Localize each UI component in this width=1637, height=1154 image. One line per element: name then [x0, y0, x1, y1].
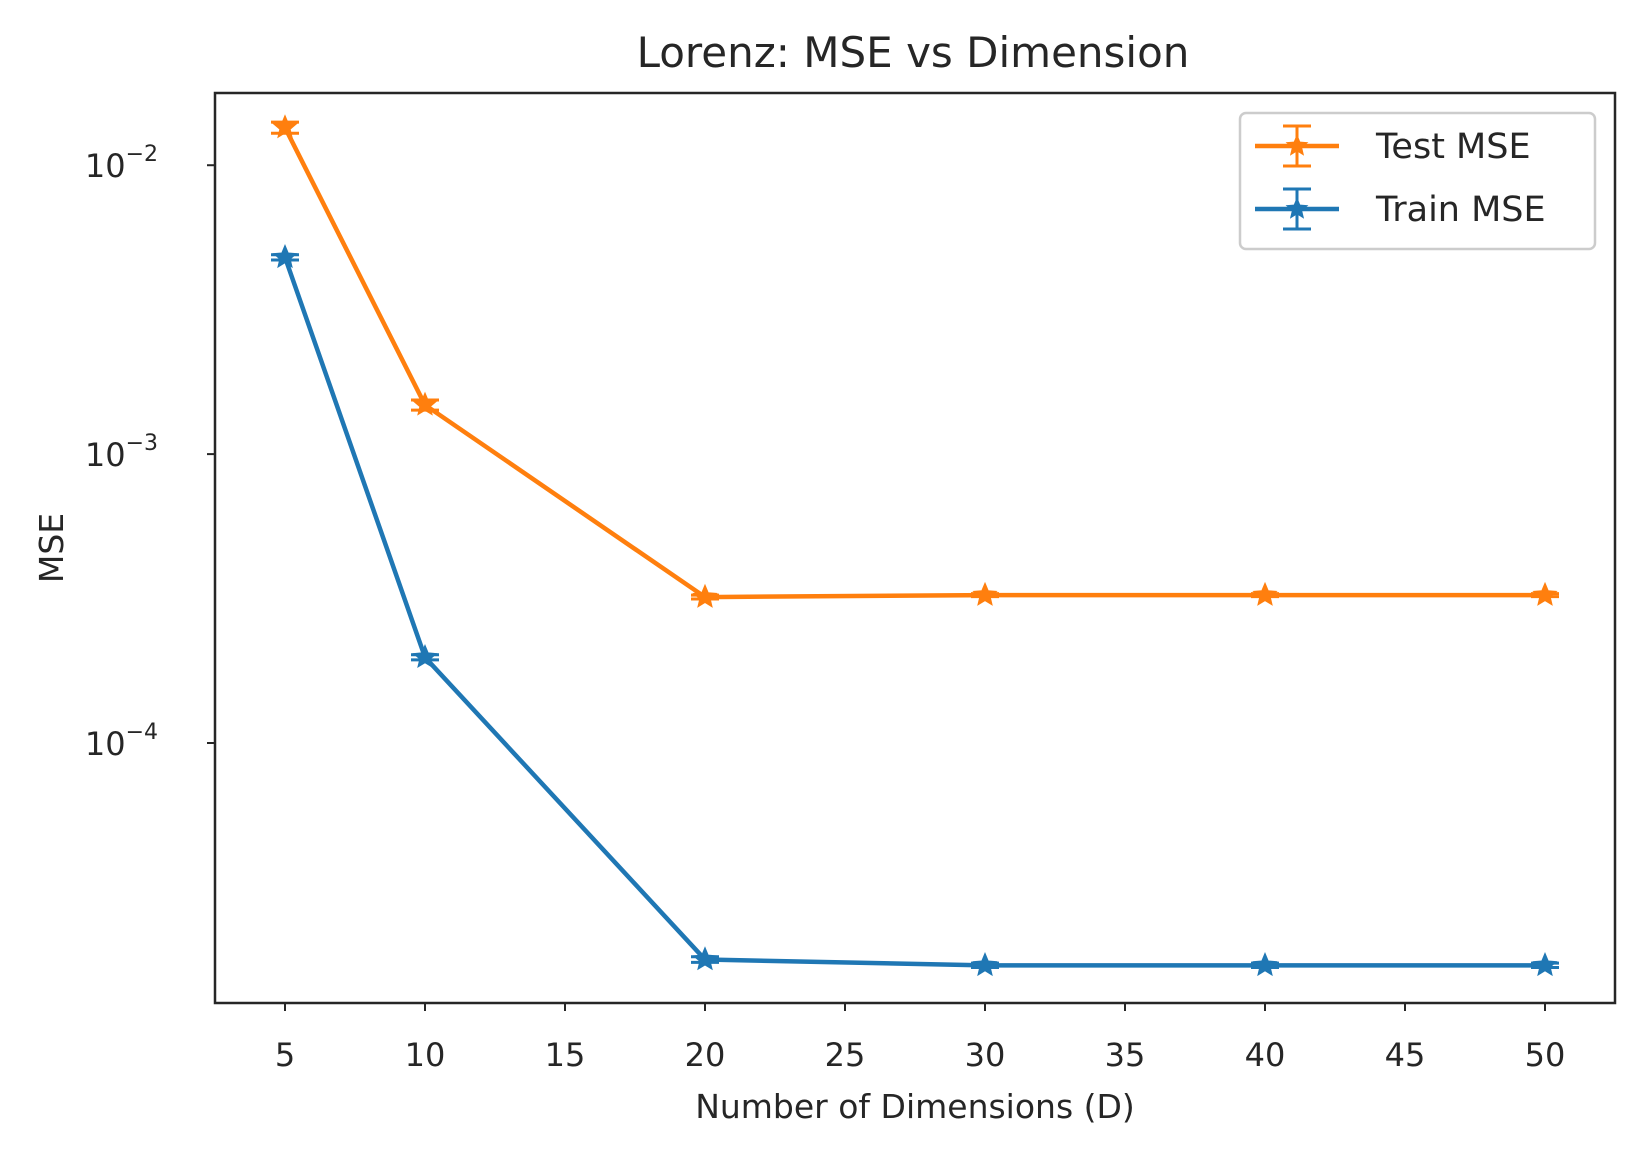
- series-line: [282, 256, 1545, 968]
- data-point: [412, 391, 438, 416]
- y-tick-label: 10−2: [85, 142, 158, 185]
- series-test-mse: [271, 114, 1559, 608]
- x-tick-label: 25: [825, 1036, 866, 1074]
- legend-marker: [1285, 134, 1309, 156]
- data-point: [1532, 952, 1558, 977]
- x-tick-label: 30: [965, 1036, 1006, 1074]
- chart-title: Lorenz: MSE vs Dimension: [637, 28, 1190, 77]
- series-line: [282, 126, 1545, 600]
- data-point: [692, 946, 718, 971]
- x-tick-label: 20: [685, 1036, 726, 1074]
- data-point: [1252, 581, 1278, 606]
- x-tick-label: 5: [275, 1036, 295, 1074]
- y-axis-ticks: 10−2 10−3 10−4: [85, 142, 215, 763]
- y-tick-label: 10−4: [85, 720, 158, 763]
- x-tick-label: 40: [1245, 1036, 1286, 1074]
- legend-marker: [1285, 197, 1309, 219]
- data-point: [1532, 581, 1558, 606]
- data-point: [272, 244, 298, 269]
- legend-label: Train MSE: [1375, 190, 1546, 230]
- y-axis-label: MSE: [32, 513, 71, 583]
- data-point: [412, 643, 438, 669]
- x-tick-label: 50: [1525, 1036, 1566, 1074]
- x-tick-label: 15: [545, 1036, 586, 1074]
- x-tick-label: 10: [405, 1036, 446, 1074]
- x-axis-label: Number of Dimensions (D): [695, 1087, 1135, 1126]
- data-point: [1252, 952, 1278, 977]
- x-tick-label: 35: [1105, 1036, 1146, 1074]
- data-point: [272, 114, 298, 139]
- series-layer: [271, 114, 1559, 977]
- series-train-mse: [271, 244, 1559, 977]
- x-tick-label: 45: [1385, 1036, 1426, 1074]
- y-tick-label: 10−3: [85, 431, 158, 474]
- data-point: [972, 581, 998, 606]
- x-axis-ticks: 5 10 15 20 25 30 35 40 45 50: [275, 1003, 1566, 1074]
- plot-area: [213, 91, 1617, 1005]
- data-point: [972, 952, 998, 977]
- legend: Test MSE Train MSE: [1238, 111, 1597, 251]
- data-point: [692, 583, 718, 608]
- legend-label: Test MSE: [1375, 127, 1531, 167]
